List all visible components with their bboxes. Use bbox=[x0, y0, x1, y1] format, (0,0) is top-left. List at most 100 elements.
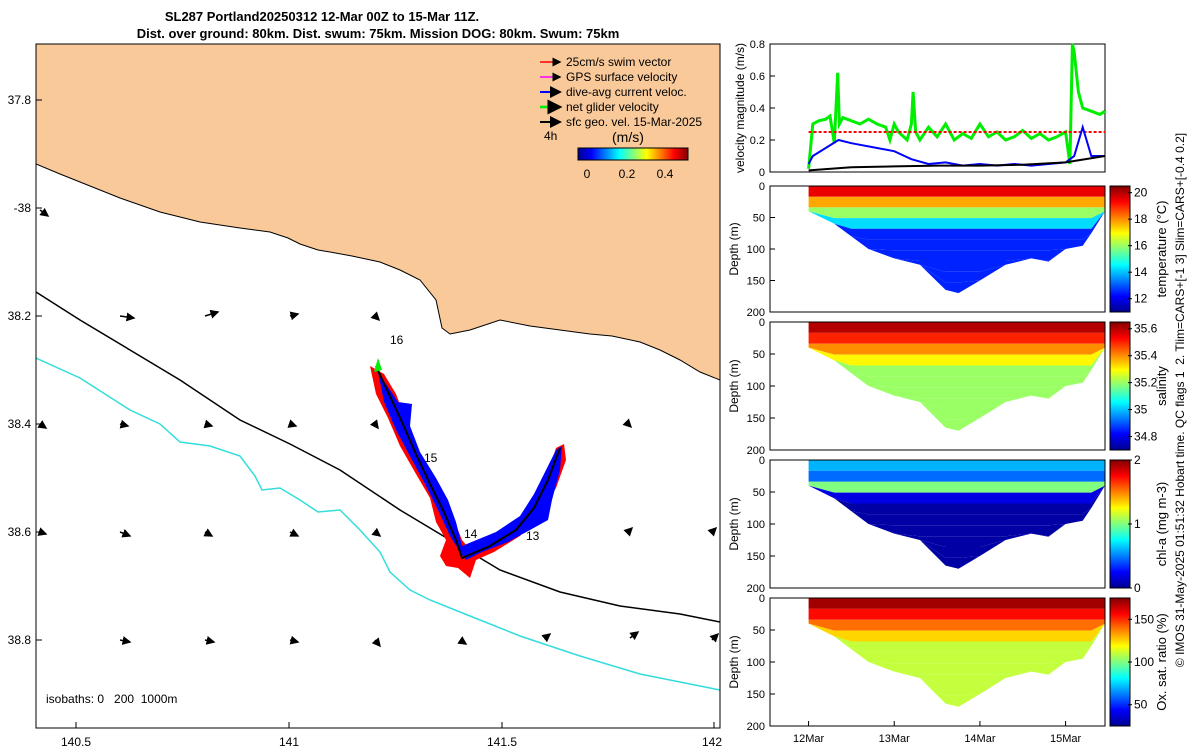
land bbox=[36, 44, 720, 381]
depth-tick: 200 bbox=[747, 583, 765, 595]
profile-band bbox=[808, 343, 1105, 355]
velocity-ylabel: velocity magnitude (m/s) bbox=[733, 43, 747, 173]
depth-tick: 50 bbox=[753, 487, 765, 499]
velocity-line-sfc-geo-vel- bbox=[808, 155, 1106, 172]
velocity-ytick: 0 bbox=[759, 167, 765, 179]
profile-colorbar bbox=[1109, 185, 1131, 313]
legend-gps: GPS surface velocity bbox=[566, 70, 677, 84]
colorbar-tick: 16 bbox=[1134, 239, 1148, 253]
profile-band bbox=[808, 186, 1105, 197]
depth-tick: 150 bbox=[747, 413, 765, 425]
profile-band bbox=[808, 623, 1105, 653]
profile-colorbar bbox=[1109, 321, 1131, 451]
profile-band bbox=[808, 485, 1105, 515]
profile-band bbox=[808, 347, 1105, 388]
colorbar-tick: 100 bbox=[1134, 655, 1154, 669]
depth-tick: 150 bbox=[747, 689, 765, 701]
colorbar-tick: 12 bbox=[1134, 292, 1148, 306]
legend-net-glider: net glider velocity bbox=[566, 100, 659, 114]
velocity-yticks: 0 0.2 0.4 0.6 0.8 bbox=[750, 39, 775, 179]
cbar-tick-1: 0.2 bbox=[619, 167, 636, 181]
depth-tick: 200 bbox=[747, 721, 765, 733]
depth-tick: 150 bbox=[747, 276, 765, 288]
colorbar-tick: 1 bbox=[1134, 517, 1141, 531]
map-colorbar bbox=[577, 147, 689, 161]
profile-band bbox=[808, 211, 1105, 251]
time-tick: 13Mar bbox=[879, 733, 911, 745]
depth-tick: 0 bbox=[759, 455, 765, 467]
depth-tick: 50 bbox=[753, 625, 765, 637]
arrow-scale-label: 4h bbox=[544, 129, 557, 143]
colorbar-variable-label: salinity bbox=[1154, 366, 1169, 406]
legend-dive-avg: dive-avg current veloc. bbox=[566, 85, 687, 99]
depth-tick: 50 bbox=[753, 213, 765, 225]
velocity-line-dive-avg-current bbox=[807, 123, 1105, 167]
profile-band bbox=[808, 623, 1105, 642]
velocity-ytick: 0.2 bbox=[750, 135, 765, 147]
colorbar-label: (m/s) bbox=[612, 129, 644, 145]
colorbar-tick: 35.4 bbox=[1134, 349, 1158, 363]
track-time-14: 14 bbox=[464, 527, 478, 541]
time-tick: 15Mar bbox=[1050, 733, 1082, 745]
track-time-13: 13 bbox=[526, 529, 540, 543]
colorbar-tick: 35.2 bbox=[1134, 376, 1158, 390]
colorbar-variable-label: chl-a (mg m-3) bbox=[1154, 482, 1169, 567]
colorbar-tick: 150 bbox=[1134, 612, 1154, 626]
map-ytick-6: 38.8 bbox=[8, 633, 32, 647]
map-xtick-2: 141 bbox=[279, 735, 299, 749]
colorbar-tick: 2 bbox=[1134, 453, 1141, 467]
legend-swim: 25cm/s swim vector bbox=[566, 55, 671, 69]
profile-band bbox=[808, 623, 1105, 664]
map-xtick-1: 140.5 bbox=[61, 735, 91, 749]
isobath-label: isobaths: 0 200 1000m bbox=[46, 692, 177, 706]
profile-colorbar bbox=[1109, 459, 1131, 589]
net-glider-path bbox=[375, 365, 561, 560]
profile-band bbox=[808, 608, 1105, 620]
colorbar-variable-label: Ox. sat. ratio (%) bbox=[1154, 613, 1169, 711]
depth-tick: 100 bbox=[747, 381, 765, 393]
map-xtick-4: 142 bbox=[702, 735, 722, 749]
map-xtick-3: 141.5 bbox=[487, 735, 517, 749]
cbar-tick-2: 0.4 bbox=[657, 167, 674, 181]
colorbar-tick: 18 bbox=[1134, 212, 1148, 226]
profile-band bbox=[808, 322, 1105, 333]
velocity-panel: velocity magnitude (m/s) 0 0.2 0.4 0.6 0.8 bbox=[733, 39, 1106, 179]
map-xticks bbox=[75, 722, 715, 728]
profile-2: 0 50 100 150 200 Depth (m) 34.8 35 35.2 35.4 35.6 s… bbox=[727, 317, 1169, 457]
profile-band bbox=[808, 347, 1105, 377]
net-glider-start bbox=[374, 358, 382, 372]
depth-tick: 0 bbox=[759, 317, 765, 329]
velocity-ytick: 0.8 bbox=[750, 39, 765, 51]
map-yticks bbox=[36, 99, 42, 641]
profile-band bbox=[808, 481, 1105, 493]
profile-band bbox=[808, 347, 1105, 399]
depth-tick: 0 bbox=[759, 181, 765, 193]
depth-tick: 100 bbox=[747, 244, 765, 256]
colorbar-tick: 20 bbox=[1134, 186, 1148, 200]
depth-tick: 50 bbox=[753, 349, 765, 361]
profile-band bbox=[808, 485, 1105, 537]
profile-band bbox=[808, 598, 1105, 609]
track-time-16: 16 bbox=[390, 333, 404, 347]
isobath-200m bbox=[36, 291, 720, 623]
colorbar-tick: 35 bbox=[1134, 403, 1148, 417]
velocity-series bbox=[807, 43, 1106, 172]
map-legend: 25cm/s swim vector GPS surface velocity … bbox=[540, 55, 702, 181]
map-ytick-1: 37.8 bbox=[8, 93, 32, 107]
glider-track bbox=[370, 358, 566, 578]
depth-tick: 100 bbox=[747, 519, 765, 531]
title-line1: SL287 Portland20250312 12-Mar 00Z to 15-… bbox=[165, 9, 479, 24]
map-ytick-2: -38 bbox=[14, 201, 32, 215]
map-ytick-4: 38.4 bbox=[8, 417, 32, 431]
time-tick: 14Mar bbox=[964, 733, 996, 745]
depth-ylabel: Depth (m) bbox=[727, 222, 741, 275]
title-line2: Dist. over ground: 80km. Dist. swum: 75k… bbox=[137, 26, 620, 41]
depth-tick: 0 bbox=[759, 593, 765, 605]
depth-tick: 150 bbox=[747, 551, 765, 563]
depth-ylabel: Depth (m) bbox=[727, 359, 741, 412]
colorbar-tick: 35.6 bbox=[1134, 322, 1158, 336]
velocity-line-net-glider-velocity bbox=[807, 43, 1106, 169]
colorbar-tick: 34.8 bbox=[1134, 430, 1158, 444]
